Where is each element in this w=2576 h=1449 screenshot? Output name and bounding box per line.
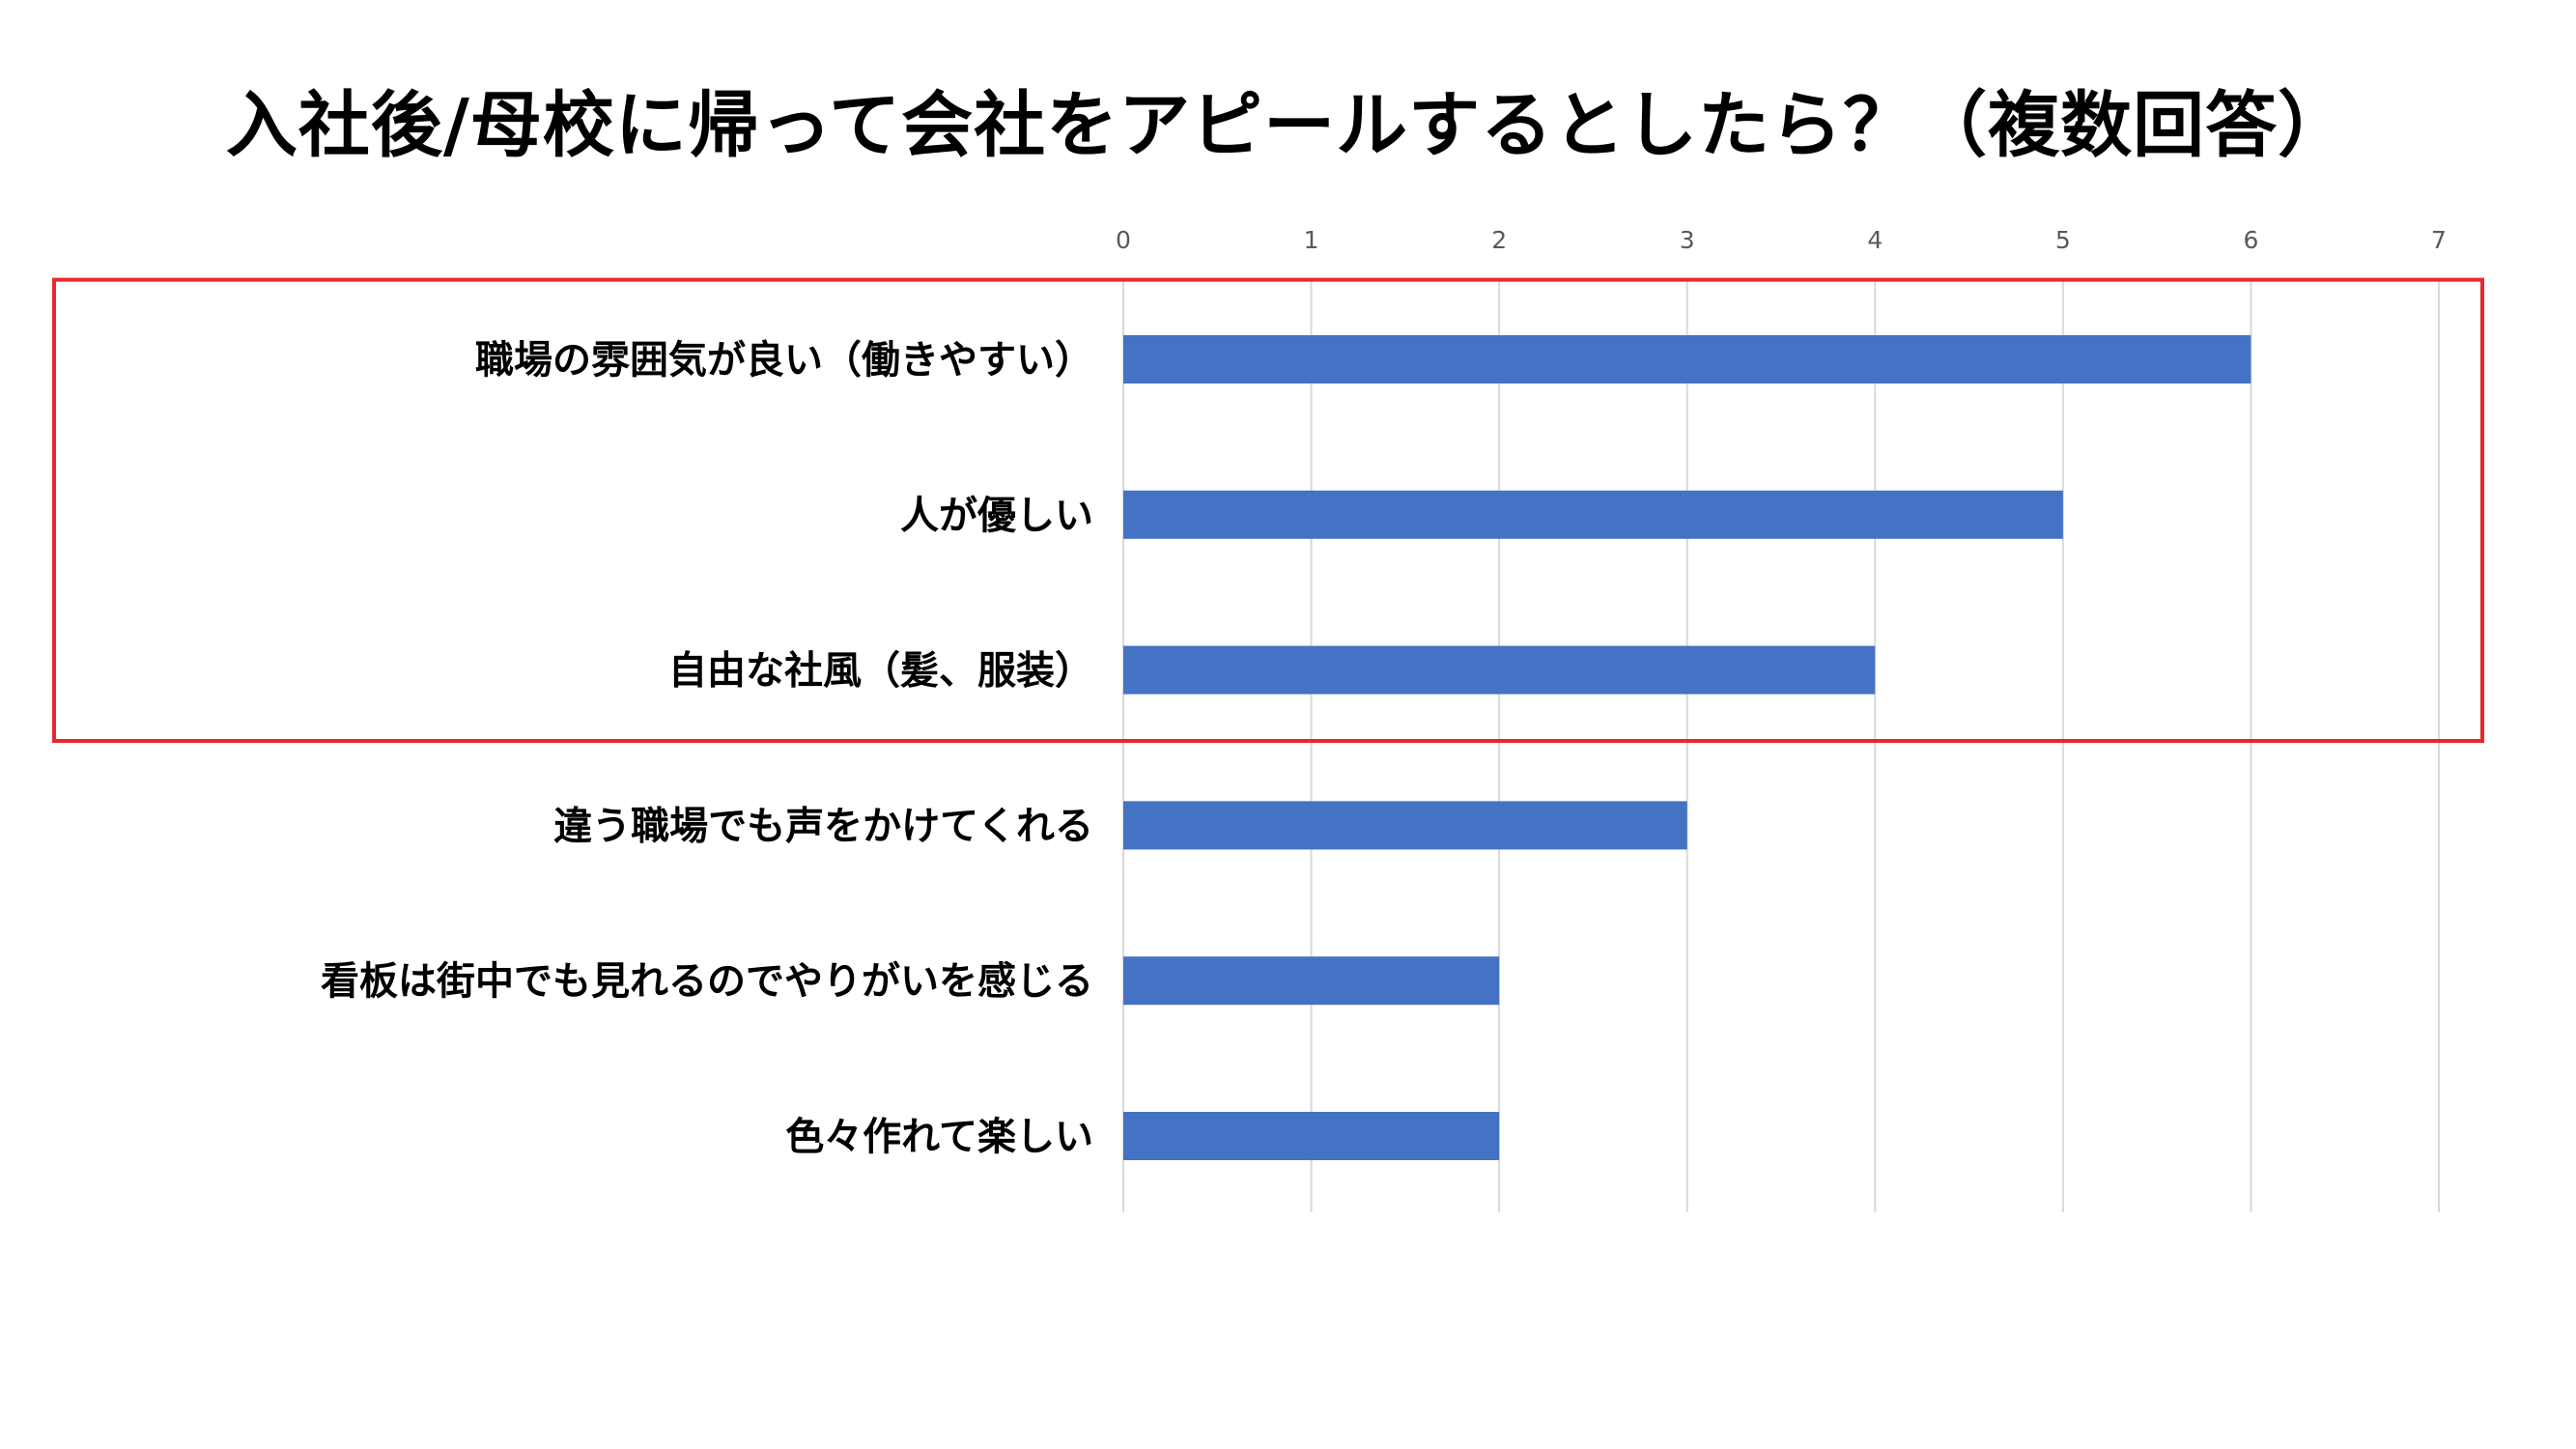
category-label-2: 人が優しい <box>900 494 1093 538</box>
bar-3 <box>1123 645 1876 695</box>
bar-6 <box>1123 1112 1500 1160</box>
x-tick-label-5: 5 <box>2055 226 2071 254</box>
category-label-5: 看板は街中でも見れるのでやりがいを感じる <box>321 959 1093 1004</box>
x-tick-label-4: 4 <box>1867 226 1882 254</box>
x-tick-label-6: 6 <box>2243 226 2258 254</box>
x-tick-label-7: 7 <box>2431 226 2447 254</box>
category-label-3: 自由な社風（髪、服装） <box>668 649 1093 694</box>
bar-5 <box>1123 956 1500 1006</box>
x-tick-label-2: 2 <box>1491 226 1507 254</box>
x-tick-label-3: 3 <box>1680 226 1695 254</box>
highlight-box <box>52 277 2484 743</box>
bar-layer <box>1123 335 2251 1160</box>
category-label-1: 職場の雰囲気が良い（働きやすい） <box>475 338 1093 383</box>
bar-1 <box>1123 335 2251 384</box>
bar-2 <box>1123 490 2063 539</box>
x-tick-label-1: 1 <box>1304 226 1319 254</box>
category-label-4: 違う職場でも声をかけてくれる <box>553 804 1093 848</box>
x-tick-label-0: 0 <box>1116 226 1131 254</box>
highlight-layer <box>52 277 2484 743</box>
chart-title: 入社後/母校に帰って会社をアピールするとしたら？（複数回答） <box>225 84 2351 167</box>
grid-layer <box>1122 278 2440 1212</box>
bar-4 <box>1123 801 1687 850</box>
category-label-6: 色々作れて楽しい <box>785 1115 1093 1159</box>
tick-label-layer: 0 1 2 3 4 5 6 7 <box>1116 226 2447 254</box>
